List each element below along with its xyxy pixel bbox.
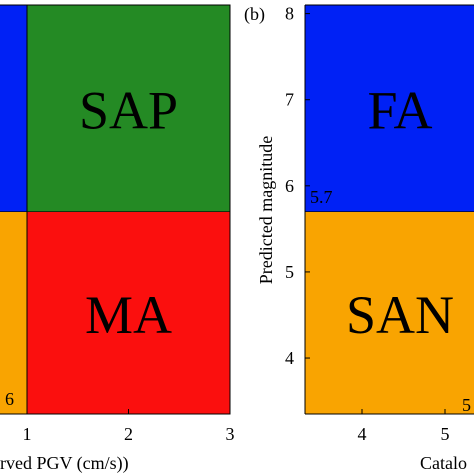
threshold-label-y-b: 5.7 [310, 187, 333, 207]
region-label-ma: MA [85, 285, 172, 345]
region-unlabeled-0 [0, 5, 27, 212]
region-fa [305, 5, 474, 212]
x-axis-label-b: Catalo [420, 453, 467, 473]
x-tick-label-b-4: 4 [358, 424, 367, 444]
x-axis-label-a: rved PGV (cm/s)) [0, 453, 129, 474]
threshold-label-x-b: 5 [462, 395, 471, 415]
region-label-fa: FA [367, 80, 432, 140]
x-tick-label-a-2: 2 [124, 424, 133, 444]
x-tick-label-b-5: 5 [441, 424, 450, 444]
panel-b: FA SAN 5.7 5 4 5 6 7 8 4 5 (b) Predicted magnitude Ca… [244, 4, 474, 473]
y-tick-label-b-6: 6 [285, 176, 294, 196]
region-label-sap: SAP [79, 80, 178, 140]
threshold-label-a: 6 [5, 389, 14, 409]
y-tick-label-b-5: 5 [285, 262, 294, 282]
region-unlabeled-2 [0, 211, 27, 414]
panel-a: SAP MA 61 2 3 rved PGV (cm/s)) [0, 4, 235, 474]
y-tick-label-b-4: 4 [285, 348, 294, 368]
region-san [305, 211, 474, 414]
y-axis-label-b: Predicted magnitude [256, 136, 276, 284]
region-label-san: SAN [346, 285, 454, 345]
region-ma [27, 211, 230, 414]
x-tick-label-a-1: 1 [23, 424, 32, 444]
y-tick-label-b-7: 7 [285, 90, 294, 110]
x-tick-label-a-3: 3 [226, 424, 235, 444]
plot-frame-a [0, 4, 231, 415]
panel-label-b: (b) [244, 4, 265, 25]
y-tick-label-b-8: 8 [285, 4, 294, 24]
region-sap [27, 5, 230, 212]
